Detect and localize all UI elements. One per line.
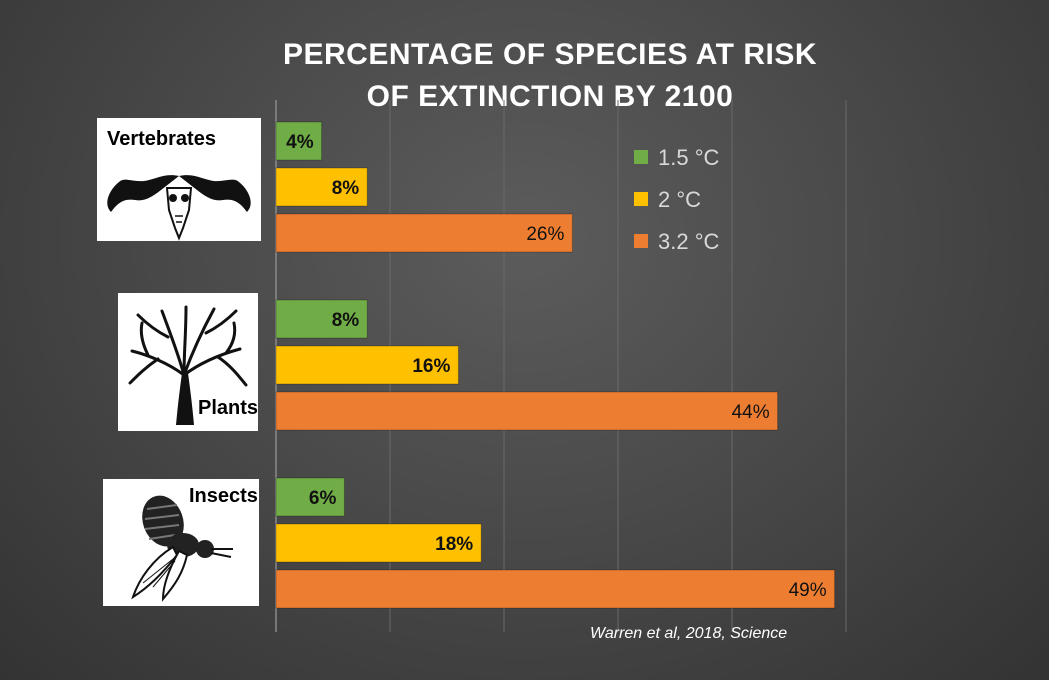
chart-title-line-1: PERCENTAGE OF SPECIES AT RISK <box>282 38 817 71</box>
data-label-vertebrates-1: 4% <box>286 132 314 153</box>
bar-plants-1 <box>275 299 368 339</box>
bar-vertebrates-2 <box>275 167 368 207</box>
legend-label-3: 3.2 °C <box>658 229 719 254</box>
data-label-insects-2: 18% <box>435 534 473 555</box>
data-label-plants-3: 44% <box>732 402 770 423</box>
plants-panel: Plants <box>118 293 258 431</box>
category-label-plants: Plants <box>198 397 259 419</box>
data-label-plants-1: 8% <box>332 310 360 331</box>
category-label-vertebrates: Vertebrates <box>107 128 216 150</box>
data-label-insects-3: 49% <box>789 580 827 601</box>
source-citation: Warren et al, 2018, Science <box>590 625 788 642</box>
bar-insects-2 <box>275 523 482 563</box>
insects-panel: Insects <box>103 479 259 606</box>
tree-icon <box>128 305 248 425</box>
legend-swatch-1 <box>634 150 648 164</box>
legend-swatch-3 <box>634 234 648 248</box>
legend-label-1: 1.5 °C <box>658 145 719 170</box>
data-label-vertebrates-2: 8% <box>332 178 360 199</box>
data-label-insects-1: 6% <box>309 488 337 509</box>
ram-skull-icon <box>107 175 251 241</box>
chart-title-line-2: OF EXTINCTION BY 2100 <box>366 80 734 113</box>
bar-insects-1 <box>275 477 345 517</box>
legend-label-2: 2 °C <box>658 187 701 212</box>
bar-plants-3 <box>275 391 779 431</box>
data-label-vertebrates-3: 26% <box>526 224 564 245</box>
bee-icon <box>131 495 233 602</box>
vertebrates-panel: Vertebrates <box>97 118 261 241</box>
bar-plants-2 <box>275 345 459 385</box>
data-label-plants-2: 16% <box>412 356 450 377</box>
bar-vertebrates-1 <box>275 121 323 161</box>
legend-swatch-2 <box>634 192 648 206</box>
category-label-insects: Insects <box>189 485 258 507</box>
bar-vertebrates-3 <box>275 213 573 253</box>
bar-insects-3 <box>275 569 836 609</box>
